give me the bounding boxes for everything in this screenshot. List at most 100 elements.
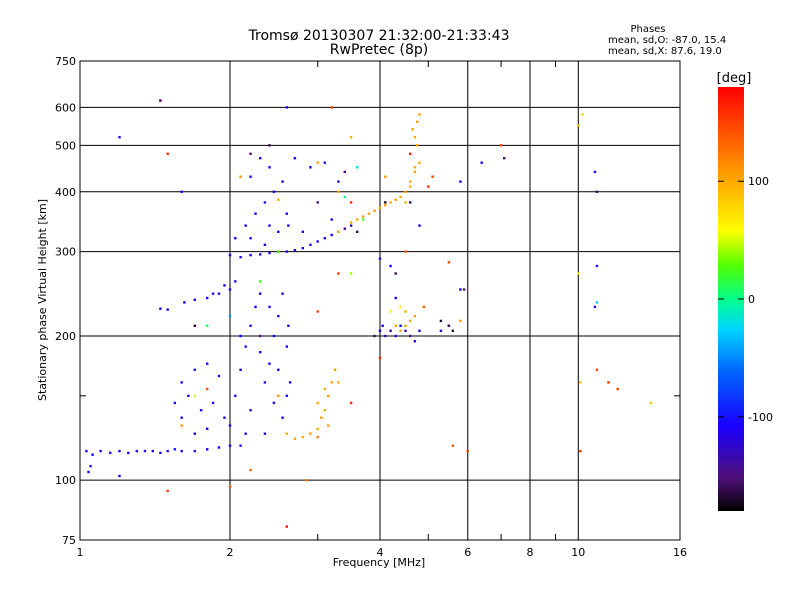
data-point: [439, 329, 443, 332]
y-tick-label: 750: [55, 55, 76, 68]
data-point: [285, 106, 288, 109]
data-point: [285, 250, 288, 253]
data-point: [293, 249, 297, 252]
data-point: [305, 479, 308, 482]
y-tick-label: 200: [55, 330, 76, 343]
data-point: [343, 227, 346, 230]
data-point: [151, 449, 154, 453]
data-point: [413, 314, 417, 318]
data-point: [234, 237, 237, 240]
data-point: [337, 381, 340, 384]
data-point: [223, 284, 226, 287]
data-point: [418, 224, 421, 227]
data-point: [223, 416, 226, 419]
data-point: [349, 272, 353, 275]
data-point: [378, 257, 382, 260]
data-point: [239, 256, 242, 259]
data-point: [259, 280, 262, 283]
data-point: [193, 432, 196, 435]
data-point: [327, 394, 330, 397]
data-point: [349, 136, 353, 139]
data-point: [427, 185, 430, 188]
data-point: [330, 218, 333, 221]
data-point: [337, 230, 340, 233]
data-point: [333, 368, 337, 371]
data-point: [288, 381, 292, 384]
data-point: [356, 230, 359, 233]
data-point: [166, 152, 169, 155]
data-point: [254, 305, 257, 309]
data-point: [309, 432, 312, 435]
data-point: [118, 449, 121, 453]
data-point: [234, 280, 237, 283]
data-point: [206, 362, 209, 365]
data-point: [301, 435, 304, 439]
colorbar-label: [deg]: [717, 71, 752, 86]
data-point: [206, 387, 209, 391]
data-point: [173, 401, 176, 405]
data-point: [399, 329, 402, 332]
data-point: [268, 251, 271, 255]
data-point: [277, 230, 280, 233]
data-point: [323, 387, 326, 391]
data-point: [249, 253, 252, 257]
data-point: [616, 387, 619, 391]
data-point: [187, 394, 190, 397]
y-tick-label: 100: [55, 474, 76, 487]
data-point: [323, 409, 326, 412]
y-tick-label: 300: [55, 246, 76, 259]
data-point: [244, 432, 247, 435]
data-point: [394, 324, 397, 327]
data-point: [389, 310, 392, 313]
data-point: [373, 334, 376, 338]
x-tick-label: 1: [77, 546, 84, 559]
data-point: [361, 215, 365, 218]
data-point: [159, 99, 162, 102]
data-point: [287, 324, 290, 327]
data-point: [431, 175, 434, 178]
data-point: [413, 136, 417, 139]
data-point: [87, 470, 90, 474]
data-point: [404, 310, 407, 313]
data-point: [378, 356, 382, 360]
data-point: [413, 170, 417, 174]
data-point: [109, 451, 112, 455]
data-point: [199, 409, 203, 412]
data-point: [409, 334, 412, 338]
data-point: [89, 464, 92, 468]
data-point: [211, 401, 215, 405]
chart-title: Tromsø 20130307 21:32:00-21:33:43: [248, 28, 510, 44]
data-point: [272, 334, 276, 338]
data-point: [394, 334, 397, 338]
data-point: [439, 319, 443, 323]
data-point: [239, 444, 242, 447]
data-point: [285, 525, 288, 528]
chart-subtitle: RwPretec (8p): [330, 42, 428, 58]
data-point: [595, 368, 599, 371]
data-point: [367, 212, 371, 215]
data-point: [285, 212, 288, 215]
data-point: [309, 166, 312, 169]
data-point: [337, 190, 340, 193]
data-point: [480, 161, 483, 164]
data-point: [268, 362, 271, 365]
data-point: [337, 272, 340, 275]
data-point: [244, 345, 247, 348]
data-point: [323, 161, 326, 164]
data-point: [217, 292, 221, 295]
data-point: [399, 195, 402, 199]
data-point: [135, 449, 138, 453]
y-tick-label: 500: [55, 139, 76, 152]
data-point: [593, 170, 597, 174]
data-point: [330, 381, 333, 384]
data-point: [581, 113, 584, 116]
data-point: [259, 292, 262, 295]
data-point: [418, 329, 421, 332]
data-point: [268, 305, 271, 309]
data-point: [259, 351, 262, 354]
x-tick-label: 6: [464, 546, 471, 559]
data-point: [244, 224, 247, 227]
data-point: [228, 288, 232, 291]
data-point: [166, 308, 169, 311]
